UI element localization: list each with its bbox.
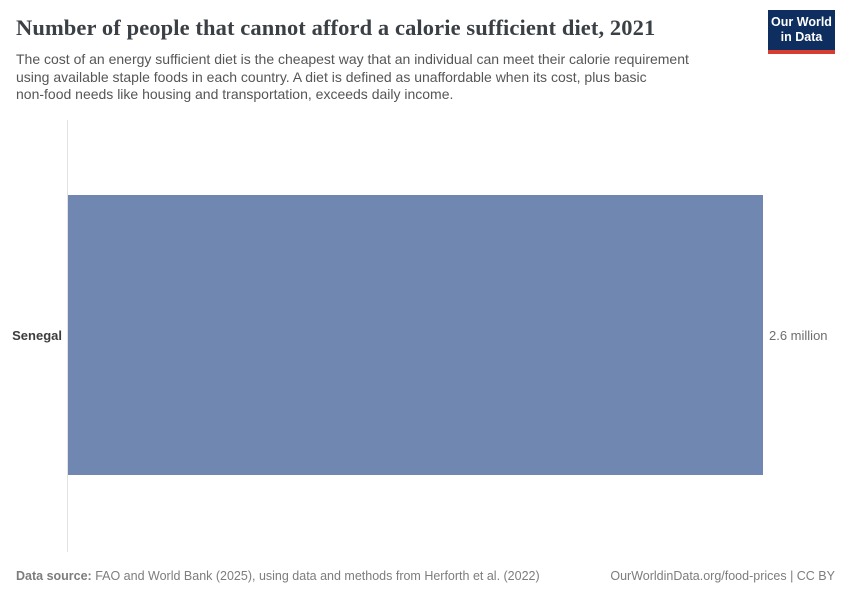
subtitle-line: The cost of an energy sufficient diet is… [16,51,689,67]
owid-license-link[interactable]: OurWorldinData.org/food-prices | CC BY [610,569,835,583]
chart-footer: Data source: FAO and World Bank (2025), … [16,569,835,583]
data-source-text: FAO and World Bank (2025), using data an… [91,569,540,583]
owid-logo[interactable]: Our World in Data [768,10,835,54]
chart-subtitle: The cost of an energy sufficient diet is… [16,51,756,104]
chart-title: Number of people that cannot afford a ca… [16,15,656,40]
owid-logo-line2: in Data [780,30,823,44]
owid-logo-line1: Our World [771,15,832,29]
bar-senegal[interactable] [68,195,763,475]
plot-region [68,120,763,552]
y-axis-line [67,120,68,552]
data-source-note: Data source: FAO and World Bank (2025), … [16,569,540,583]
value-label-senegal: 2.6 million [769,328,828,343]
subtitle-line: using available staple foods in each cou… [16,68,647,85]
entity-label-senegal: Senegal [12,328,62,343]
subtitle-line: non-food needs like housing and transpor… [16,86,454,102]
data-source-label: Data source: [16,569,92,583]
